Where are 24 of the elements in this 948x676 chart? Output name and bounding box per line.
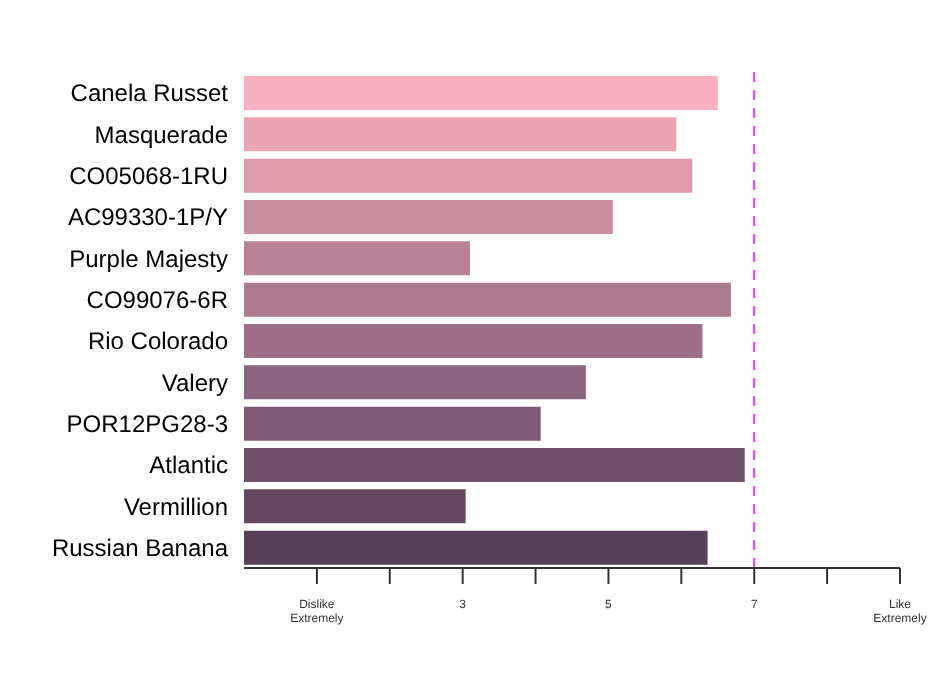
y-tick-label: Rio Colorado	[87, 327, 229, 356]
y-tick-label: Russian Banana	[51, 533, 229, 562]
bar	[244, 489, 466, 524]
y-tick-label: AC99330-1P/Y	[67, 203, 228, 232]
bar	[244, 158, 693, 193]
bar	[244, 448, 745, 482]
bar	[244, 365, 586, 400]
y-tick-label: Canela Russet	[70, 79, 230, 108]
y-tick-label: Valery	[161, 368, 228, 397]
bar	[244, 406, 541, 441]
y-tick-label: Purple Majesty	[69, 244, 228, 273]
bar	[244, 76, 718, 110]
bar	[244, 117, 677, 152]
bar	[244, 324, 703, 358]
y-tick-label: CO05068-1RU	[69, 161, 228, 190]
y-tick-label: Masquerade	[94, 120, 229, 149]
y-tick-label: Atlantic	[149, 451, 228, 480]
y-tick-label: POR12PG28-3	[66, 409, 229, 438]
y-tick-label: CO99076-6R	[86, 285, 229, 314]
bar	[244, 200, 613, 234]
bar	[244, 530, 708, 565]
bar	[244, 282, 731, 317]
bar	[244, 241, 470, 276]
y-tick-label: Vermillion	[123, 492, 228, 521]
